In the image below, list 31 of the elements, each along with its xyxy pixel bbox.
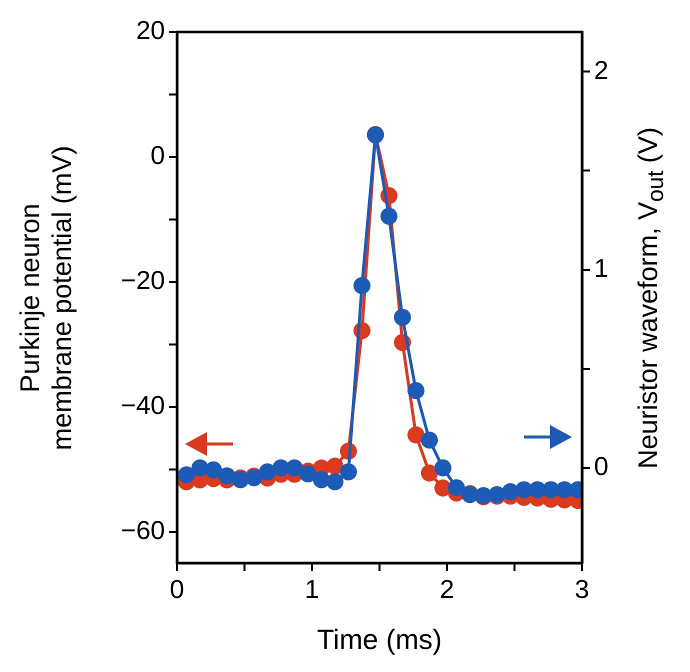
x-tick-label: 2 xyxy=(440,574,454,604)
y-tick-label: −20 xyxy=(120,265,165,296)
point xyxy=(326,458,344,475)
point xyxy=(340,463,357,480)
point xyxy=(407,382,424,400)
point xyxy=(420,464,438,482)
x-tick-label: 0 xyxy=(170,574,184,604)
y-tick-label: 0 xyxy=(150,140,165,170)
y-tick-label: −40 xyxy=(120,390,165,420)
point xyxy=(434,459,452,476)
y-tick-label: −60 xyxy=(120,514,165,545)
point xyxy=(448,479,465,496)
point xyxy=(420,432,438,449)
y2-tick-label: 2 xyxy=(594,54,608,85)
y2-tick-label: 1 xyxy=(594,252,608,283)
point xyxy=(258,463,276,480)
point xyxy=(353,277,370,294)
point xyxy=(286,459,303,476)
point xyxy=(407,426,424,444)
point xyxy=(394,308,411,326)
point xyxy=(204,461,222,478)
y2-tick-label: 0 xyxy=(594,451,608,482)
x-tick-label: 1 xyxy=(304,574,320,604)
point xyxy=(178,466,195,484)
point xyxy=(326,473,344,490)
point xyxy=(380,208,398,225)
x-tick-label: 3 xyxy=(574,574,590,604)
y-axis-title: Purkinje neuron membrane potential (mV) xyxy=(14,145,78,450)
y-tick-label: 20 xyxy=(136,15,165,46)
point xyxy=(218,467,236,484)
x-axis-title: Time (ms) xyxy=(317,624,442,655)
